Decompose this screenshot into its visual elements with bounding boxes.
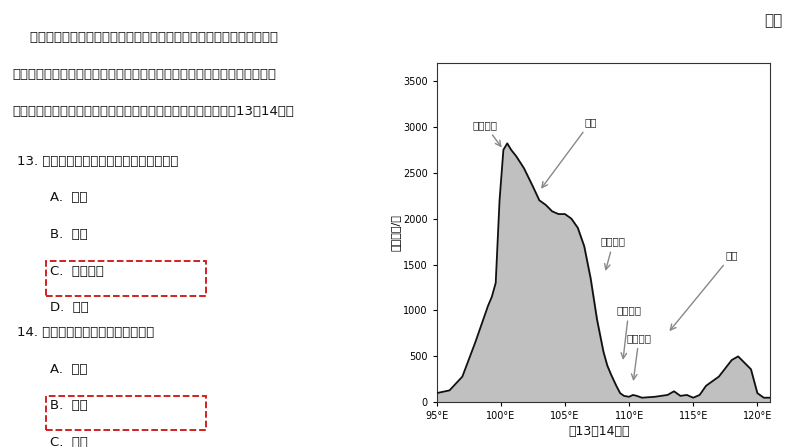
Text: 暖湿气流: 暖湿气流 <box>616 305 642 358</box>
Text: 锋面: 锋面 <box>542 117 597 188</box>
Text: A.  暖锋: A. 暖锋 <box>51 191 88 204</box>
Text: 浮云: 浮云 <box>764 13 782 29</box>
Text: C.  海口: C. 海口 <box>51 436 88 447</box>
Text: B.  贵阳: B. 贵阳 <box>51 399 88 412</box>
Bar <box>46 261 206 296</box>
Text: 14. 下列城市最易发生冻雨灾害的是: 14. 下列城市最易发生冻雨灾害的是 <box>17 326 154 339</box>
Text: 锋面: 锋面 <box>670 250 738 330</box>
Text: 象称为冻雨。下图为我国某地大范围冻雨形成机理示意图。完成13、14题。: 象称为冻雨。下图为我国某地大范围冻雨形成机理示意图。完成13、14题。 <box>13 105 295 118</box>
Text: 13. 与图示区域冻雨形成有关的天气系统是: 13. 与图示区域冻雨形成有关的天气系统是 <box>17 155 178 168</box>
Text: 第13、14题图: 第13、14题图 <box>569 425 630 438</box>
Text: 干冷气流: 干冷气流 <box>626 333 652 380</box>
Text: C.  准静止锋: C. 准静止锋 <box>51 265 104 278</box>
Text: 当较强的冷空气南下遇到暖湿气流时，冷空气像楔子一样插在暖空气的: 当较强的冷空气南下遇到暖湿气流时，冷空气像楔子一样插在暖空气的 <box>13 31 278 44</box>
Text: D.  气旋: D. 气旋 <box>51 301 89 314</box>
Text: 下方，近地层气温骤降到零度以下，湿润的暖空气被抬升，并成云致雨的现: 下方，近地层气温骤降到零度以下，湿润的暖空气被抬升，并成云致雨的现 <box>13 68 276 81</box>
Text: B.  冷锋: B. 冷锋 <box>51 228 88 241</box>
Bar <box>46 396 206 430</box>
Text: 干暖气流: 干暖气流 <box>472 120 501 146</box>
Text: A.  昆明: A. 昆明 <box>51 363 88 375</box>
Y-axis label: 海拔高度/米: 海拔高度/米 <box>390 214 400 251</box>
Text: 冷干气流: 冷干气流 <box>601 236 626 270</box>
